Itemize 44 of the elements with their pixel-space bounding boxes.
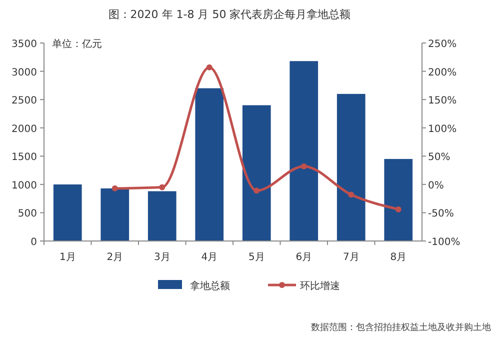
annotation: 单位：亿元: [52, 38, 102, 50]
y-tick-label: 0: [30, 237, 37, 248]
bar: [148, 191, 176, 241]
x-tick-label: 1月: [59, 252, 76, 263]
bar: [195, 88, 224, 241]
y2-tick-label: -100%: [428, 237, 460, 248]
x-tick-label: 4月: [201, 252, 218, 263]
point: [300, 163, 307, 170]
y2-tick-label: 250%: [428, 39, 457, 50]
x-tick-label: 6月: [296, 252, 312, 263]
y-tick-label: 3500: [12, 39, 37, 50]
y-tick-label: 3000: [12, 67, 37, 78]
bar: [100, 188, 130, 241]
x-tick-label: 2月: [106, 252, 124, 263]
y2-tick-label: 0%: [428, 180, 444, 192]
y-tick-label: 2000: [12, 124, 37, 135]
point: [348, 192, 354, 198]
x-tick-label: 8月: [390, 252, 407, 263]
chart-title: 图：2020 年 1-8 月 50 家代表房企每月拿地总额: [108, 8, 351, 21]
legend-label: 拿地总额: [190, 280, 230, 292]
bar: [384, 158, 413, 241]
y2-tick-label: 50%: [428, 152, 450, 164]
point: [112, 185, 118, 192]
bar: [53, 184, 82, 241]
bar: [336, 94, 366, 241]
y2-tick-label: 150%: [428, 96, 457, 107]
x-tick-label: 7月: [342, 252, 360, 263]
y-tick-label: 2500: [12, 96, 37, 107]
y2-tick-label: 100%: [428, 124, 457, 135]
point: [254, 188, 260, 194]
y-tick-label: 500: [18, 208, 37, 220]
legend-label: 环比增速: [300, 280, 340, 292]
point: [159, 184, 166, 190]
bar: [290, 61, 318, 241]
bar: [242, 105, 271, 241]
text: 数据范围：包含招拍挂权益土地及收并购土地: [311, 322, 491, 333]
point: [206, 64, 212, 70]
x-tick-label: 3月: [154, 252, 170, 263]
y-tick-label: 1500: [12, 152, 37, 164]
point: [395, 206, 402, 212]
y2-tick-label: -50%: [428, 208, 454, 220]
y-tick-label: 1000: [12, 180, 37, 192]
x-tick-label: 5月: [248, 252, 265, 263]
y2-tick-label: 200%: [428, 67, 457, 78]
